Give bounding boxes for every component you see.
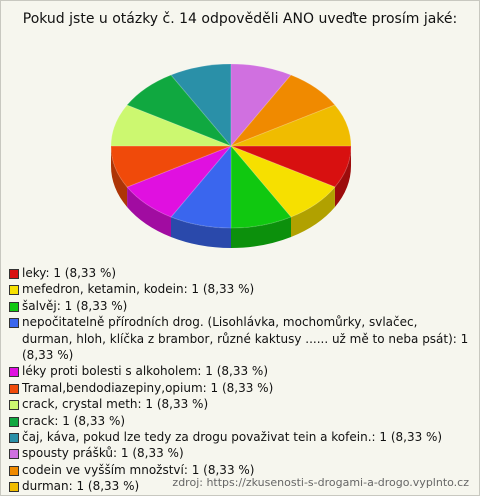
legend-label: codein ve vyšším množství: 1 (8,33 %) bbox=[22, 462, 255, 477]
legend-swatch bbox=[9, 285, 19, 296]
legend-item: spousty prášků: 1 (8,33 %) bbox=[9, 445, 471, 461]
legend-swatch bbox=[9, 367, 19, 378]
legend: leky: 1 (8,33 %) mefedron, ketamin, kodei… bbox=[9, 265, 471, 495]
slice bbox=[230, 145, 336, 218]
legend-item: mefedron, ketamin, kodein: 1 (8,33 %) bbox=[9, 281, 471, 297]
pie bbox=[110, 63, 352, 248]
legend-item: crack, crystal meth: 1 (8,33 %) bbox=[9, 396, 471, 412]
slice bbox=[230, 144, 292, 229]
legend-swatch bbox=[9, 318, 19, 329]
legend-swatch bbox=[9, 465, 19, 476]
legend-label: šalvěj: 1 (8,33 %) bbox=[22, 298, 128, 313]
legend-swatch bbox=[9, 416, 19, 427]
legend-label: léky proti bolesti s alkoholem: 1 (8,33 … bbox=[22, 364, 268, 379]
legend-label: Tramal,bendodiazepiny,opium: 1 (8,33 %) bbox=[22, 380, 274, 395]
legend-item: léky proti bolesti s alkoholem: 1 (8,33 … bbox=[9, 363, 471, 379]
legend-item: Tramal,bendodiazepiny,opium: 1 (8,33 %) bbox=[9, 380, 471, 396]
legend-swatch bbox=[9, 383, 19, 394]
legend-item: nepočitatelně přírodních drog. (Lisohláv… bbox=[9, 314, 471, 363]
slice bbox=[230, 74, 336, 147]
legend-swatch bbox=[9, 269, 19, 279]
legend-swatch bbox=[9, 400, 19, 411]
slice bbox=[230, 145, 352, 188]
slice-side bbox=[171, 217, 231, 248]
legend-swatch bbox=[9, 433, 19, 444]
legend-item: durman: 1 (8,33 %) bbox=[9, 478, 471, 494]
slice bbox=[126, 145, 232, 218]
legend-label: spousty prášků: 1 (8,33 %) bbox=[22, 446, 184, 461]
slice bbox=[170, 63, 232, 148]
legend-label: crack: 1 (8,33 %) bbox=[22, 413, 126, 428]
legend-item: čaj, káva, pokud lze tedy za drogu považ… bbox=[9, 429, 471, 445]
legend-label: leky: 1 (8,33 %) bbox=[22, 266, 117, 280]
slice-side bbox=[334, 146, 351, 207]
slice-side bbox=[231, 217, 291, 248]
legend-label: durman: 1 (8,33 %) bbox=[22, 479, 140, 494]
slice bbox=[110, 104, 232, 147]
legend-swatch bbox=[9, 482, 19, 493]
slice-side bbox=[127, 187, 171, 238]
legend-label: mefedron, ketamin, kodein: 1 (8,33 %) bbox=[22, 282, 255, 297]
legend-item: codein ve vyšším množství: 1 (8,33 %) bbox=[9, 462, 471, 478]
legend-item: crack: 1 (8,33 %) bbox=[9, 413, 471, 429]
legend-label: čaj, káva, pokud lze tedy za drogu považ… bbox=[22, 430, 443, 445]
slice-side bbox=[111, 146, 128, 207]
legend-label: nepočitatelně přírodních drog. (Lisohláv… bbox=[22, 315, 469, 363]
slice bbox=[170, 144, 232, 229]
slice bbox=[230, 63, 292, 148]
chart-title: Pokud jste u otázky č. 14 odpověděli ANO… bbox=[22, 11, 458, 27]
legend-label: crack, crystal meth: 1 (8,33 %) bbox=[22, 397, 209, 412]
legend-swatch bbox=[9, 301, 19, 312]
source: zdroj: https://zkusenosti-s-drogami-a-dr… bbox=[172, 476, 469, 489]
legend-swatch bbox=[9, 449, 19, 460]
slice-side bbox=[291, 187, 335, 238]
slice bbox=[126, 74, 232, 147]
slice bbox=[110, 145, 232, 188]
slice bbox=[230, 104, 352, 147]
legend-item: šalvěj: 1 (8,33 %) bbox=[9, 298, 471, 314]
legend-item: leky: 1 (8,33 %) bbox=[9, 265, 471, 281]
